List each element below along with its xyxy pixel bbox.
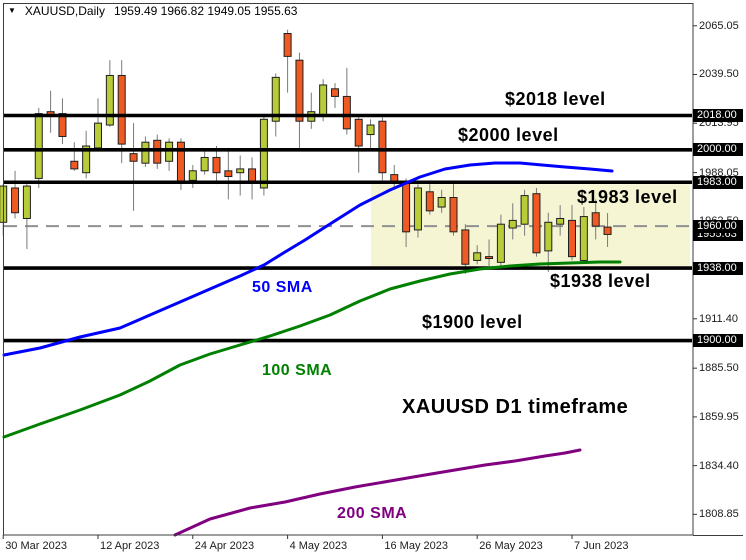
candle-body bbox=[496, 223, 505, 263]
symbol-name: XAUUSD,Daily bbox=[24, 4, 105, 18]
sma-line-100[interactable] bbox=[2, 260, 622, 439]
annotation-50-sma: 50 SMA bbox=[252, 279, 313, 296]
date-label: 16 May 2023 bbox=[384, 540, 448, 552]
candle-body bbox=[556, 217, 565, 225]
price-tick-label: 2065.05 bbox=[699, 19, 739, 32]
candle-body bbox=[70, 160, 79, 170]
candle-body bbox=[579, 216, 588, 261]
candle-body bbox=[153, 139, 162, 164]
candle-body bbox=[141, 141, 150, 164]
candle-body bbox=[129, 153, 138, 162]
annotation-200-sma: 200 SMA bbox=[337, 505, 408, 522]
candle-body bbox=[508, 219, 517, 229]
price-tick-label: 2039.50 bbox=[699, 68, 739, 81]
candle-body bbox=[437, 197, 446, 208]
candle-body bbox=[117, 74, 126, 145]
candle-body bbox=[603, 226, 612, 235]
candle-body bbox=[485, 256, 494, 260]
annotation--1983-level: $1983 level bbox=[577, 187, 678, 207]
candle-body bbox=[105, 74, 114, 126]
candle-body bbox=[34, 113, 43, 179]
candle-body bbox=[568, 219, 576, 258]
candle-body bbox=[283, 32, 292, 57]
annotation--1900-level: $1900 level bbox=[422, 312, 523, 332]
date-label: 24 Apr 2023 bbox=[194, 540, 255, 552]
candle-body bbox=[224, 170, 233, 178]
candle-body bbox=[248, 168, 257, 183]
candle-body bbox=[236, 168, 245, 174]
candle-body bbox=[354, 118, 363, 147]
candle-body bbox=[402, 181, 411, 233]
date-label: 12 Apr 2023 bbox=[100, 540, 160, 552]
price-tick-label: 1834.40 bbox=[699, 459, 739, 472]
date-label: 7 Jun 2023 bbox=[574, 540, 629, 552]
candle-body bbox=[591, 212, 600, 227]
chart-title-bar: ▼ XAUUSD,Daily 1959.49 1966.82 1949.05 1… bbox=[8, 4, 297, 18]
price-level-box: 1983.00 bbox=[693, 175, 743, 189]
date-label: 26 May 2023 bbox=[479, 540, 543, 552]
annotation-100-sma: 100 SMA bbox=[262, 362, 333, 379]
annotation--1938-level: $1938 level bbox=[550, 271, 651, 291]
symbol-dropdown-icon[interactable]: ▼ bbox=[8, 6, 16, 15]
price-level-box: 2000.00 bbox=[693, 143, 743, 157]
price-level-box: 2018.00 bbox=[693, 109, 743, 122]
price-tick-label: 1808.85 bbox=[699, 508, 739, 521]
price-tick-label: 1911.40 bbox=[699, 312, 738, 325]
candle-body bbox=[532, 193, 541, 254]
price-tick-label: 1885.50 bbox=[699, 362, 739, 375]
candle-body bbox=[94, 122, 102, 149]
candle-body bbox=[200, 156, 209, 172]
candle-body bbox=[82, 145, 91, 174]
date-label: 30 Mar 2023 bbox=[5, 540, 67, 552]
annotation-xauusd-d1-timeframe: XAUUSD D1 timeframe bbox=[402, 396, 629, 418]
annotation--2018-level: $2018 level bbox=[505, 89, 606, 109]
candle-body bbox=[11, 187, 20, 214]
candle-body bbox=[342, 95, 351, 130]
price-tick-label: 1859.95 bbox=[699, 410, 739, 423]
price-tick-label: 1988.05 bbox=[699, 166, 739, 179]
candle-body bbox=[473, 252, 482, 261]
symbol-ohlc: 1959.49 1966.82 1949.05 1955.63 bbox=[113, 4, 298, 18]
candle-body bbox=[271, 76, 280, 122]
candle-body bbox=[188, 170, 197, 181]
candle-body bbox=[165, 141, 174, 162]
candle-body bbox=[378, 120, 387, 174]
candle-body bbox=[425, 191, 434, 212]
candle-body bbox=[449, 197, 458, 233]
candle-body bbox=[520, 195, 529, 225]
price-level-box: 1938.00 bbox=[693, 261, 743, 275]
candle-body bbox=[461, 229, 470, 265]
candle-body bbox=[259, 118, 268, 189]
candle-body bbox=[212, 156, 221, 174]
candle-body bbox=[22, 185, 31, 219]
sma-line-200[interactable] bbox=[173, 448, 582, 537]
sma-line-50[interactable] bbox=[2, 161, 614, 357]
annotation--2000-level: $2000 level bbox=[458, 125, 559, 145]
candle-body bbox=[331, 88, 339, 97]
candle-body bbox=[295, 59, 304, 122]
date-label: 4 May 2023 bbox=[289, 540, 348, 552]
candle-body bbox=[544, 221, 553, 252]
candle-body bbox=[413, 187, 422, 231]
price-level-box: 1960.00 bbox=[693, 219, 743, 233]
candle-body bbox=[319, 84, 328, 116]
candle-body bbox=[58, 113, 67, 137]
price-level-box: 1900.00 bbox=[693, 334, 743, 348]
candle-body bbox=[366, 124, 375, 136]
